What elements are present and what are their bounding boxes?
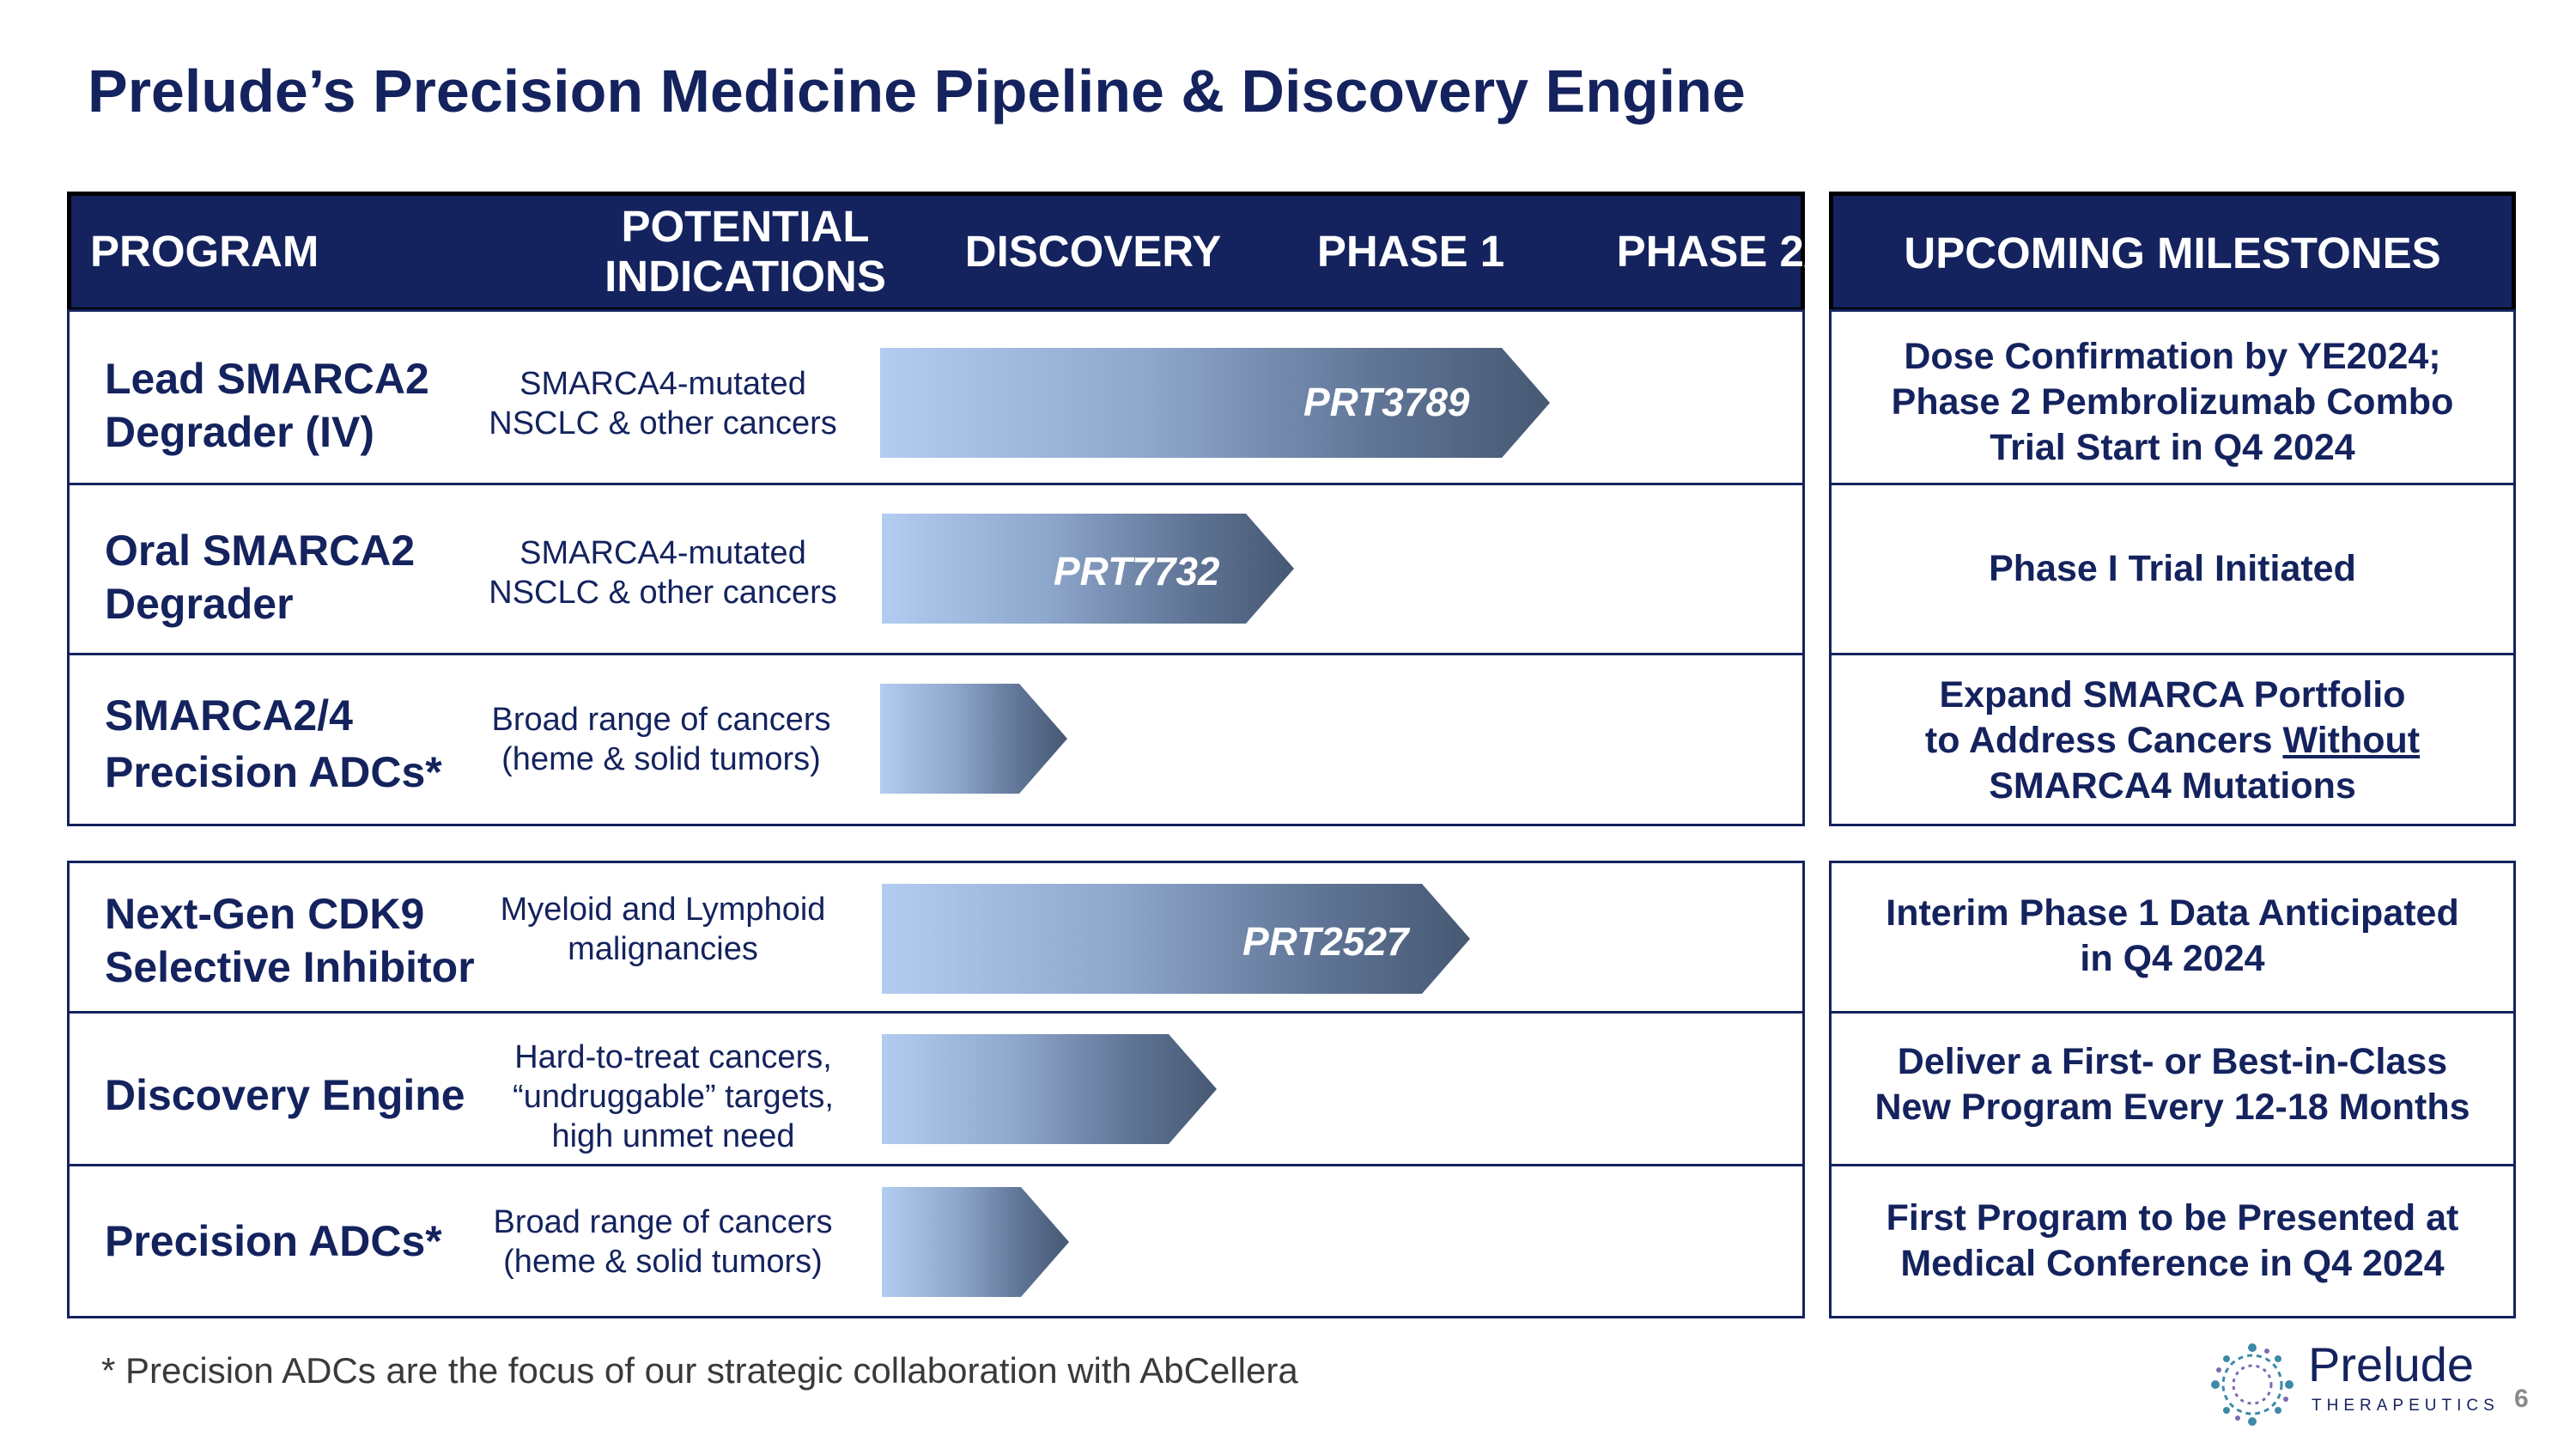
progress-arrow: [882, 1034, 1217, 1144]
header-phase23: PHASE 2/3: [1616, 227, 1841, 276]
row-divider: [1831, 1011, 2514, 1014]
row-divider: [69, 653, 1803, 655]
footnote: * Precision ADCs are the focus of our st…: [101, 1350, 1298, 1391]
indication-text: Hard-to-treat cancers, “undruggable” targ…: [513, 1039, 834, 1154]
row-divider: [1831, 1164, 2514, 1166]
header-indications-line2: INDICATIONS: [605, 252, 886, 301]
page-number: 6: [2514, 1385, 2529, 1413]
header-indications-line1: POTENTIAL: [621, 202, 870, 251]
milestones-header: UPCOMING MILESTONES: [1829, 192, 2516, 312]
indication-text: Broad range of cancers (heme & solid tumo…: [493, 1204, 833, 1280]
compound-label: PRT3789: [1303, 380, 1470, 424]
logo-name: Prelude: [2308, 1337, 2475, 1391]
row-divider: [1831, 653, 2514, 655]
milestone-text: First Program to be Presented at Medical …: [1886, 1197, 2459, 1284]
header-discovery: DISCOVERY: [964, 227, 1222, 276]
header-indications: POTENTIAL INDICATIONS: [518, 196, 973, 307]
progress-arrow: [880, 348, 1550, 458]
program-name: Discovery Engine: [105, 1071, 465, 1119]
row-divider: [69, 483, 1803, 485]
header-phase1: PHASE 1: [1316, 227, 1505, 276]
milestones-group-1: [1829, 309, 2516, 826]
logo-subtitle: THERAPEUTICS: [2312, 1397, 2500, 1415]
row-divider: [69, 1011, 1803, 1014]
program-name: Lead SMARCA2 Degrader (IV): [105, 355, 429, 456]
program-name: Next-Gen CDK9 Selective Inhibitor: [105, 890, 475, 991]
milestone-text: Dose Confirmation by YE2024; Phase 2 Pemb…: [1891, 336, 2454, 468]
progress-arrow: [882, 884, 1470, 994]
milestones-group-2: [1829, 861, 2516, 1318]
prelude-logo: Prelude THERAPEUTICS: [2205, 1333, 2494, 1436]
pipeline-header: PROGRAM POTENTIAL INDICATIONS DISCOVERY …: [67, 192, 1840, 312]
milestone-text: Phase I Trial Initiated: [1989, 548, 2356, 589]
milestone-text: Expand SMARCA Portfolio to Address Cance…: [1924, 674, 2421, 807]
progress-arrow: [882, 514, 1294, 624]
program-name: SMARCA2/4 Precision ADCs*: [105, 691, 442, 796]
row-divider: [1831, 483, 2514, 485]
milestone-text: Interim Phase 1 Data Anticipated in Q4 20…: [1886, 892, 2459, 979]
slide-title: Prelude’s Precision Medicine Pipeline & …: [88, 58, 1746, 125]
compound-label: PRT7732: [1054, 549, 1220, 594]
header-program: PROGRAM: [90, 227, 319, 276]
indication-text: Broad range of cancers (heme & solid tumo…: [491, 702, 831, 777]
indication-text: SMARCA4-mutated NSCLC & other cancers: [489, 535, 837, 611]
indication-text: SMARCA4-mutated NSCLC & other cancers: [489, 366, 837, 441]
indication-text: Myeloid and Lymphoid malignancies: [500, 892, 826, 967]
row-divider: [69, 1164, 1803, 1166]
program-name: Precision ADCs*: [105, 1217, 442, 1265]
logo-mark-icon: [2211, 1343, 2293, 1426]
compound-label: PRT2527: [1242, 919, 1409, 964]
header-milestones: UPCOMING MILESTONES: [1904, 228, 2441, 277]
program-name: Oral SMARCA2 Degrader: [105, 527, 416, 628]
milestone-text: Deliver a First- or Best-in-Class New Pro…: [1874, 1041, 2470, 1128]
